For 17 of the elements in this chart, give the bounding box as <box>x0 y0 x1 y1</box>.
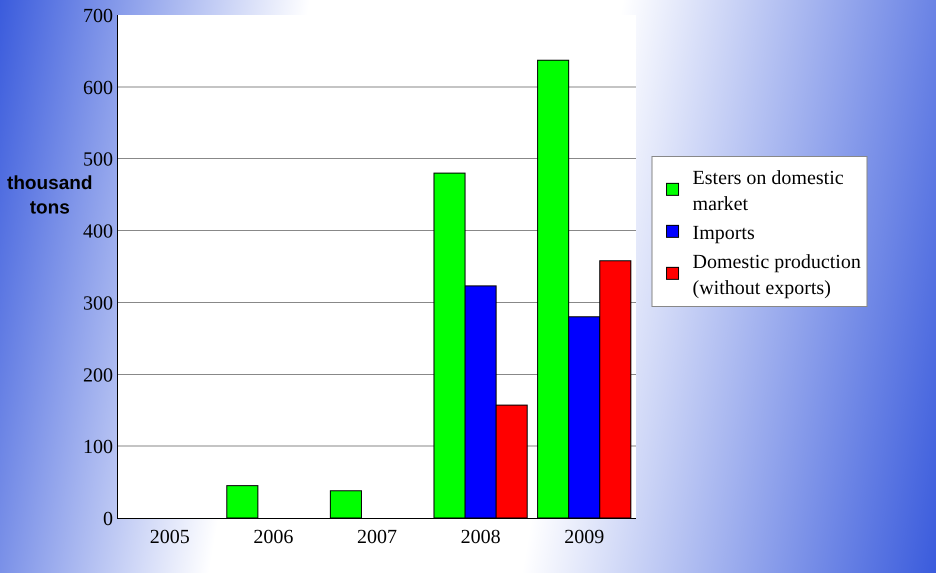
x-tick-label: 2005 <box>150 526 190 548</box>
legend-label: Imports <box>692 222 755 244</box>
y-tick-label: 600 <box>83 76 113 99</box>
x-tick-label: 2006 <box>253 526 294 548</box>
legend-label: Domestic production (without exports) <box>692 251 861 300</box>
y-tick-label: 200 <box>83 364 113 386</box>
y-tick-label: 400 <box>83 220 113 243</box>
y-tick-label: 0 <box>103 508 113 530</box>
y-tick-label: 500 <box>83 148 113 171</box>
y-tick-label: 700 <box>83 5 113 27</box>
y-tick-label: 300 <box>83 292 113 314</box>
x-tick-label: 2009 <box>564 526 604 548</box>
x-tick-label: 2007 <box>357 526 397 548</box>
x-tick-label: 2008 <box>460 526 501 548</box>
legend-label: Esters on domestic market <box>692 167 844 216</box>
y-axis-title: thousand tons <box>7 173 92 219</box>
y-tick-label: 100 <box>83 436 113 458</box>
